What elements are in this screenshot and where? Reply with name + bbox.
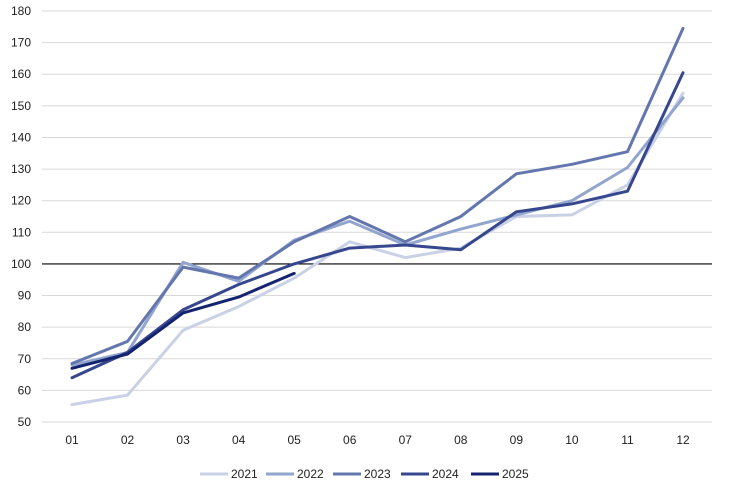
legend: 2021 2022 2023 2024 2025 (200, 467, 529, 481)
y-tick-label: 180 (11, 4, 31, 18)
x-tick-label: 07 (399, 433, 413, 447)
x-tick-label: 06 (343, 433, 357, 447)
y-tick-label: 160 (11, 67, 31, 81)
series-line-2024 (70, 71, 685, 380)
y-tick-label: 100 (11, 257, 31, 271)
y-tick-label: 130 (11, 162, 31, 176)
y-tick-label: 80 (18, 320, 32, 334)
y-tick-label: 170 (11, 36, 31, 50)
series-line-2021 (70, 91, 685, 407)
legend-item-2021: 2021 (200, 467, 258, 481)
legend-item-2023: 2023 (333, 467, 391, 481)
y-axis-tick-labels: 50 60 70 80 90 100 110 120 130 140 150 160 170 180 (11, 4, 31, 429)
x-tick-label: 04 (232, 433, 246, 447)
legend-item-2025: 2025 (471, 467, 529, 481)
y-tick-label: 60 (18, 383, 32, 397)
x-tick-label: 12 (676, 433, 690, 447)
y-tick-label: 70 (18, 352, 32, 366)
series-lines (70, 26, 685, 407)
series-line-2023 (70, 26, 685, 365)
x-tick-label: 01 (65, 433, 79, 447)
y-tick-label: 150 (11, 99, 31, 113)
y-tick-label: 140 (11, 130, 31, 144)
legend-label: 2021 (231, 467, 258, 481)
series-line-2025 (70, 271, 296, 370)
x-tick-label: 02 (121, 433, 135, 447)
y-tick-label: 120 (11, 194, 31, 208)
legend-item-2022: 2022 (266, 467, 324, 481)
x-axis-tick-labels: 01 02 03 04 05 06 07 08 09 10 11 12 (65, 433, 690, 447)
x-tick-label: 09 (510, 433, 524, 447)
x-tick-label: 03 (176, 433, 190, 447)
legend-label: 2023 (364, 467, 391, 481)
legend-label: 2025 (502, 467, 529, 481)
legend-item-2024: 2024 (401, 467, 459, 481)
x-tick-label: 05 (288, 433, 302, 447)
x-tick-label: 08 (454, 433, 468, 447)
y-tick-label: 50 (18, 415, 32, 429)
legend-label: 2024 (432, 467, 459, 481)
y-tick-label: 90 (18, 289, 32, 303)
x-tick-label: 11 (621, 433, 634, 447)
y-tick-label: 110 (12, 225, 31, 239)
gridlines (42, 10, 712, 423)
x-tick-label: 10 (565, 433, 579, 447)
legend-label: 2022 (297, 467, 324, 481)
